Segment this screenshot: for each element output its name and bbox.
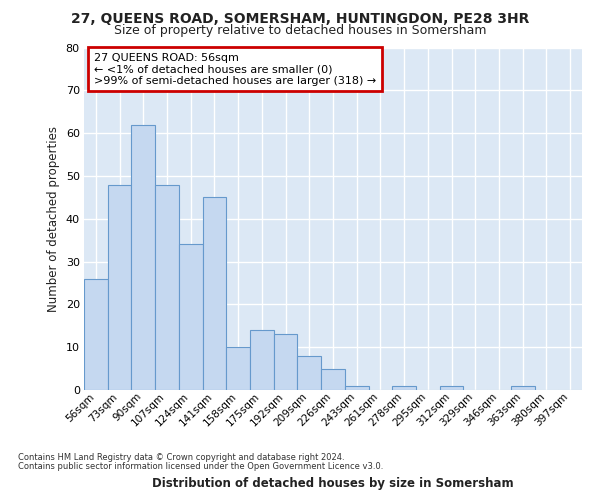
Bar — [131, 124, 155, 390]
Text: 27, QUEENS ROAD, SOMERSHAM, HUNTINGDON, PE28 3HR: 27, QUEENS ROAD, SOMERSHAM, HUNTINGDON, … — [71, 12, 529, 26]
Bar — [345, 386, 368, 390]
Bar — [108, 184, 131, 390]
Text: Contains public sector information licensed under the Open Government Licence v3: Contains public sector information licen… — [18, 462, 383, 471]
Bar — [298, 356, 321, 390]
Bar — [250, 330, 274, 390]
Bar — [226, 347, 250, 390]
Text: Size of property relative to detached houses in Somersham: Size of property relative to detached ho… — [114, 24, 486, 37]
Text: Contains HM Land Registry data © Crown copyright and database right 2024.: Contains HM Land Registry data © Crown c… — [18, 452, 344, 462]
Text: 27 QUEENS ROAD: 56sqm
← <1% of detached houses are smaller (0)
>99% of semi-deta: 27 QUEENS ROAD: 56sqm ← <1% of detached … — [94, 52, 376, 86]
Bar — [84, 278, 108, 390]
Bar — [511, 386, 535, 390]
Bar — [274, 334, 298, 390]
Bar — [321, 368, 345, 390]
Y-axis label: Number of detached properties: Number of detached properties — [47, 126, 60, 312]
Bar — [179, 244, 203, 390]
Bar — [203, 198, 226, 390]
Bar — [155, 184, 179, 390]
Text: Distribution of detached houses by size in Somersham: Distribution of detached houses by size … — [152, 477, 514, 490]
Bar — [392, 386, 416, 390]
Bar — [440, 386, 463, 390]
